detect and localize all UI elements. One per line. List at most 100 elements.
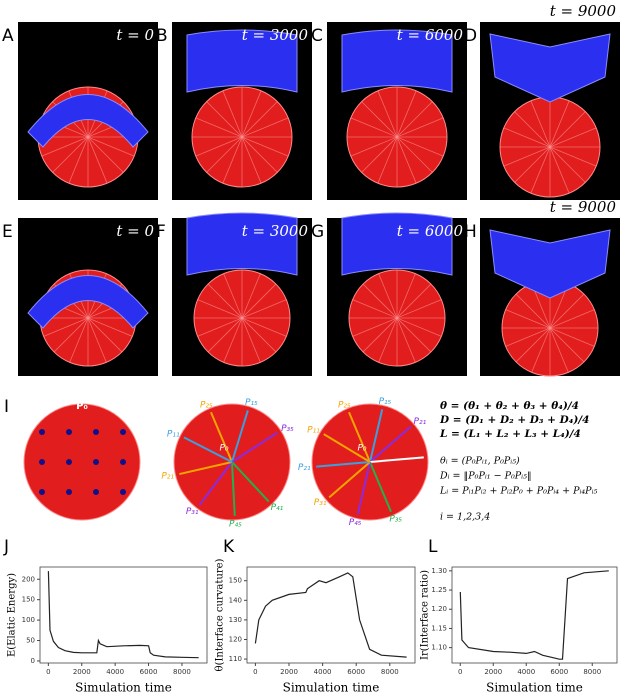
x-tick-label: 6000 — [347, 668, 365, 676]
panel-i: I P₀ P₂₅ P₁₅ P₃₅ P₀ P₄₁ P₄₅ P₃₁ P₂₁ P₁₁ P₂₅ P₁₅ P₂₁ P₄… — [4, 397, 597, 529]
time-label: t = 9000 — [550, 2, 617, 20]
point-label: P₄₁ — [271, 503, 284, 513]
measure-line — [323, 433, 371, 463]
formula: θᵢ = (P₀Pᵢ₁, P₀Pᵢ₅) — [440, 456, 520, 467]
point-label: P₂₁ — [161, 471, 174, 481]
panel-letter: D — [464, 26, 477, 46]
formula: D = (D₁ + D₂ + D₃ + D₄)/4 — [439, 414, 589, 426]
marker-dot — [39, 429, 45, 435]
panel-letter: L — [428, 537, 438, 557]
panel-letter: A — [2, 26, 14, 46]
formula: L = (L₁ + L₂ + L₃ + L₄)/4 — [439, 428, 581, 440]
blue-sheet — [186, 29, 298, 93]
sim-panel: Ht = 9000 — [464, 198, 620, 377]
blue-sheet — [341, 212, 453, 276]
x-tick-label: 2000 — [280, 668, 298, 676]
y-axis-label: Ir(Interface ratio) — [420, 570, 431, 660]
y-tick-label: 50 — [26, 637, 35, 645]
data-line — [254, 572, 407, 658]
y-tick-label: 1.15 — [431, 624, 447, 632]
panel-letter: I — [4, 397, 9, 417]
measure-line — [231, 461, 270, 503]
x-axis-label: Simulation time — [486, 681, 583, 695]
point-label: P₃₁ — [314, 498, 327, 508]
x-tick-label: 0 — [458, 668, 462, 676]
x-tick-label: 2000 — [484, 668, 502, 676]
marker-dot — [120, 489, 126, 495]
measure-line — [348, 411, 371, 463]
formula: Lᵢ = Pᵢ₁Pᵢ₂ + Pᵢ₂P₀ + P₀Pᵢ₄ + Pᵢ₄Pᵢ₅ — [439, 486, 597, 497]
sphere-seam — [195, 117, 289, 157]
line-chart: L 0 2000 4000 6000 8000 1.10 1.15 1.20 1.25 1.30 Si… — [420, 537, 618, 695]
measure-line — [369, 461, 392, 513]
marker-dot — [93, 429, 99, 435]
panel-letter: B — [156, 26, 168, 46]
panel-letter: K — [223, 537, 235, 557]
marker-dot — [93, 489, 99, 495]
y-tick-label: 120 — [229, 635, 242, 643]
measure-line — [231, 431, 278, 463]
blue-sheet — [27, 275, 149, 329]
point-label: P₃₅ — [281, 424, 294, 434]
line-chart: K 0 2000 4000 6000 8000 110 120 130 140 150 Simulat… — [215, 537, 416, 695]
x-tick-label: 8000 — [173, 668, 191, 676]
time-label: t = 6000 — [397, 222, 464, 240]
time-label: t = 3000 — [242, 222, 309, 240]
y-tick-label: 140 — [229, 596, 242, 604]
point-label: P₄₅ — [349, 518, 362, 528]
x-tick-label: 8000 — [381, 668, 399, 676]
panel-letter: J — [3, 537, 9, 557]
marker-dot — [66, 459, 72, 465]
sphere-seam — [197, 299, 287, 337]
measure-line — [369, 456, 424, 463]
blue-sheet — [27, 94, 149, 148]
point-label: P₃₅ — [389, 515, 402, 525]
time-label: t = 6000 — [397, 26, 464, 44]
y-tick-label: 130 — [229, 616, 242, 624]
marker-dot — [120, 459, 126, 465]
blue-sheet — [489, 33, 611, 103]
blue-sheet — [341, 29, 453, 93]
sphere-seam — [505, 309, 595, 347]
point-label: P₁₁ — [167, 429, 180, 439]
panel-letter: C — [311, 26, 323, 46]
x-tick-label: 2000 — [73, 668, 91, 676]
x-tick-label: 6000 — [550, 668, 568, 676]
panel-letter: H — [464, 222, 477, 242]
measure-line — [328, 461, 371, 499]
y-tick-label: 150 — [22, 596, 35, 604]
y-axis-label: E(Elatic Energy) — [7, 573, 18, 657]
marker-dot — [39, 489, 45, 495]
measure-line — [183, 436, 233, 463]
marker-dot — [66, 429, 72, 435]
x-tick-label: 6000 — [140, 668, 158, 676]
x-axis-label: Simulation time — [75, 681, 172, 695]
data-line — [459, 570, 609, 660]
x-tick-label: 0 — [253, 668, 257, 676]
measure-line — [369, 425, 412, 463]
plot-frame — [39, 566, 208, 664]
data-line — [47, 571, 199, 659]
time-label: t = 9000 — [550, 198, 617, 216]
measure-line — [231, 461, 236, 516]
x-tick-label: 4000 — [314, 668, 332, 676]
sim-panel: Dt = 9000 — [464, 2, 620, 200]
point-label: P₁₅ — [379, 397, 392, 407]
point-label: P₃₁ — [186, 507, 199, 517]
marker-dot — [93, 459, 99, 465]
measure-line — [179, 461, 233, 476]
y-tick-label: 1.20 — [431, 605, 447, 613]
measure-line — [356, 461, 371, 515]
y-axis-label: θ(Interface curvature) — [215, 558, 226, 671]
point-label: P₀ — [357, 444, 366, 454]
line-chart: J 0 2000 4000 6000 8000 0 50 100 150 200 Simulation… — [3, 537, 208, 695]
point-label: P₀ — [76, 401, 88, 412]
measure-line — [210, 411, 233, 463]
panel-letter: G — [311, 222, 324, 242]
x-axis-label: Simulation time — [283, 681, 380, 695]
